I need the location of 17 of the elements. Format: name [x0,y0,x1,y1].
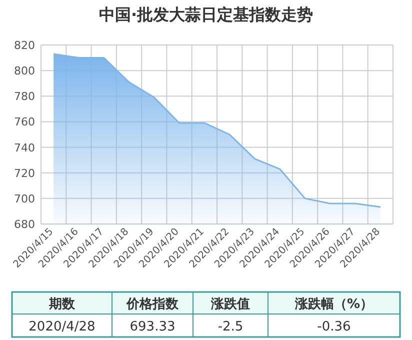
y-tick-label: 820 [14,39,35,52]
y-tick-label: 780 [14,90,35,104]
y-tick-label: 800 [14,64,35,78]
text: 涨跌幅（%） [294,297,374,312]
y-tick-label: 700 [14,192,35,206]
y-tick-label: 740 [14,141,35,154]
text: 2020/4/28 [28,320,96,334]
text: 价格指数 [126,297,180,312]
chart-title: 中国·批发大蒜日定基指数走势 [98,5,314,24]
y-tick-label: 720 [14,166,35,180]
text: -0.36 [317,320,351,334]
text: 693.33 [130,320,176,334]
text: 期数 [48,297,76,312]
text: 涨跌值 [210,297,250,312]
text: -2.5 [218,320,244,334]
y-tick-label: 680 [14,218,35,231]
y-tick-label: 760 [14,116,35,129]
